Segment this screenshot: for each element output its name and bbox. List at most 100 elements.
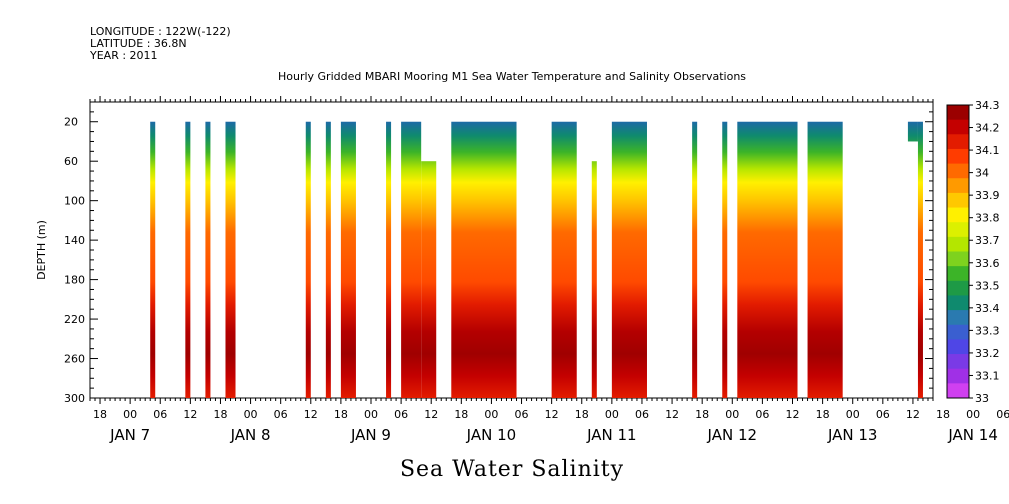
colorbar-swatch (947, 119, 969, 135)
x-tick-label: 00 (484, 408, 498, 421)
x-tick-label: 06 (515, 408, 529, 421)
x-tick-label: 18 (695, 408, 709, 421)
x-tick-label: 18 (816, 408, 830, 421)
x-tick-label: 06 (996, 408, 1009, 421)
x-day-label: JAN 13 (827, 426, 878, 444)
x-axis: 18 00 06 12 18 00 06 12 18 00 06 12 18 00 06 12 18 00 06 12… (89, 96, 1009, 444)
data-column (917, 121, 923, 398)
colorbar-label: 33.9 (975, 189, 1000, 202)
x-tick-label: 12 (545, 408, 559, 421)
colorbar-label: 33.2 (975, 347, 1000, 360)
chart-title: Hourly Gridded MBARI Mooring M1 Sea Wate… (278, 70, 746, 83)
x-day-label: JAN 10 (466, 426, 517, 444)
data-column (340, 121, 356, 398)
data-column (737, 121, 798, 398)
x-tick-label: 12 (665, 408, 679, 421)
colorbar-frame (946, 104, 970, 399)
colorbar-swatch (947, 163, 969, 179)
y-axis: 20 60 100 140 180 220 260 300 (64, 111, 933, 405)
x-tick-label: 00 (364, 408, 378, 421)
colorbar-label: 33.1 (975, 369, 1000, 382)
x-tick-label: 12 (786, 408, 800, 421)
colorbar-swatch (947, 368, 969, 384)
colorbar-swatch (947, 178, 969, 194)
x-tick-label: 18 (454, 408, 468, 421)
colorbar-swatch (947, 148, 969, 165)
colorbar-label: 33.4 (975, 302, 1000, 315)
y-tick-label: 140 (64, 234, 85, 247)
x-tick-label: 06 (755, 408, 769, 421)
x-tick-label: 12 (183, 408, 197, 421)
x-tick-label: 00 (244, 408, 258, 421)
x-tick-label: 12 (906, 408, 920, 421)
y-tick-label: 180 (64, 274, 85, 287)
data-column (722, 121, 728, 398)
colorbar-swatch (947, 280, 969, 296)
data-column (205, 121, 211, 398)
colorbar-swatch (947, 339, 969, 355)
data-column (421, 161, 437, 398)
x-tick-label: 18 (936, 408, 950, 421)
data-column (401, 121, 422, 398)
x-tick-label: 18 (575, 408, 589, 421)
colorbar-label: 34 (975, 167, 989, 180)
x-tick-label: 00 (725, 408, 739, 421)
colorbar-swatch (947, 207, 969, 223)
colorbar-label: 34.1 (975, 144, 1000, 157)
y-tick-label: 60 (64, 155, 78, 168)
latitude-label: LATITUDE : 36.8N (90, 37, 187, 50)
x-tick-label: 00 (123, 408, 137, 421)
y-tick-label: 20 (64, 116, 78, 129)
colorbar-swatch (947, 251, 969, 267)
x-tick-label: 18 (213, 408, 227, 421)
colorbar-label: 33 (975, 392, 989, 405)
y-tick-label: 260 (64, 353, 85, 366)
data-column (692, 121, 698, 398)
colorbar-label: 34.2 (975, 122, 1000, 135)
colorbar-swatch (947, 354, 969, 370)
x-day-label: JAN 14 (947, 426, 998, 444)
data-column (611, 121, 647, 398)
colorbar-swatch (947, 222, 969, 238)
x-tick-label: 12 (424, 408, 438, 421)
longitude-label: LONGITUDE : 122W(-122) (90, 25, 231, 38)
x-day-label: JAN 11 (586, 426, 637, 444)
data-column (591, 161, 597, 398)
y-axis-label: DEPTH (m) (35, 220, 48, 280)
x-tick-label: 00 (966, 408, 980, 421)
colorbar-swatch (947, 134, 969, 150)
colorbar-swatch (947, 310, 969, 326)
data-column (551, 121, 577, 398)
year-label: YEAR : 2011 (89, 49, 158, 62)
y-tick-label: 220 (64, 313, 85, 326)
x-tick-label: 00 (846, 408, 860, 421)
colorbar-swatch (947, 324, 969, 340)
data-column (325, 121, 331, 398)
x-tick-label: 06 (274, 408, 288, 421)
x-day-label: JAN 7 (109, 426, 150, 444)
x-tick-label: 06 (394, 408, 408, 421)
data-column (451, 121, 517, 398)
x-day-label: JAN 9 (350, 426, 391, 444)
colorbar-label: 33.6 (975, 257, 1000, 270)
colorbar-swatch (947, 295, 969, 311)
x-tick-label: 18 (93, 408, 107, 421)
colorbar-swatch (947, 236, 969, 252)
data-column (185, 121, 191, 398)
y-tick-label: 300 (64, 392, 85, 405)
x-tick-label: 06 (635, 408, 649, 421)
x-axis-label: Sea Water Salinity (400, 457, 624, 482)
colorbar-label: 34.3 (975, 99, 1000, 112)
x-day-label: JAN 12 (707, 426, 758, 444)
x-day-label: JAN 8 (230, 426, 271, 444)
colorbar-swatch (947, 105, 969, 121)
colorbar-label: 33.3 (975, 324, 1000, 337)
data-column (225, 121, 236, 398)
data-column (150, 121, 156, 398)
colorbar-swatch (947, 192, 969, 209)
data-column (305, 121, 311, 398)
colorbar-swatch (947, 383, 969, 399)
x-tick-label: 12 (304, 408, 318, 421)
colorbar-label: 33.7 (975, 234, 1000, 247)
colorbar-label: 33.5 (975, 279, 1000, 292)
